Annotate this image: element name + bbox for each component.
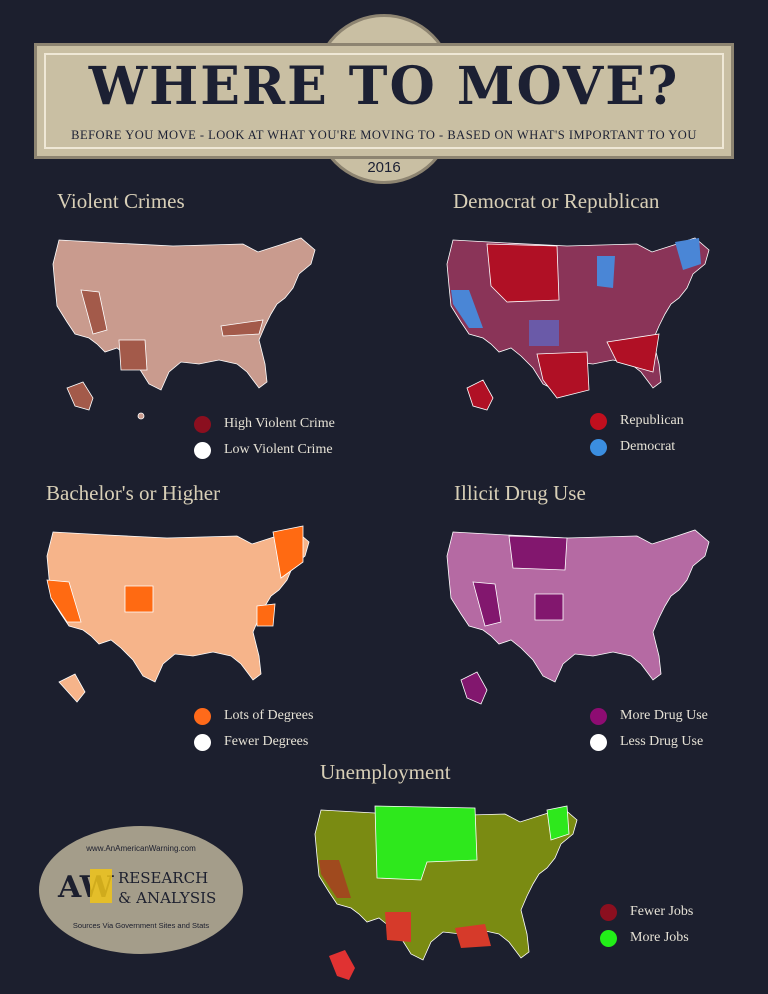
logo-ellipse: [39, 826, 243, 954]
legend-swatch: [590, 733, 607, 751]
legend-item: Lots of Degrees: [194, 705, 313, 727]
legend-swatch: [600, 903, 617, 921]
map-highlight-region: [546, 805, 570, 841]
legend-label: Republican: [620, 413, 684, 428]
fewer-jobs-region: [385, 912, 411, 942]
alaska-region: [329, 950, 355, 980]
unemployment-title: Unemployment: [320, 760, 451, 784]
map-highlight-region: [256, 603, 276, 627]
legend-swatch: [194, 441, 211, 459]
map-highlight-region: [508, 535, 568, 571]
title-banner: [34, 43, 734, 159]
legend-item: Low Violent Crime: [194, 439, 333, 461]
democrat-republican-title: Democrat or Republican: [453, 189, 660, 213]
research-analysis-logo: www.AnAmericanWarning.com AW RESEARCH & …: [39, 826, 243, 954]
legend-label: High Violent Crime: [224, 416, 335, 431]
map-highlight-region: [374, 805, 478, 881]
legend-swatch: [194, 733, 211, 751]
map-highlight-region: [272, 525, 304, 579]
democrat-region: [529, 320, 559, 346]
map-highlight-region: [80, 289, 108, 335]
legend-swatch: [590, 707, 607, 725]
drug-use-title: Illicit Drug Use: [454, 481, 586, 505]
legend-swatch: [600, 929, 617, 947]
democrat-region: [675, 238, 701, 270]
legend-item: Fewer Jobs: [600, 901, 693, 923]
democrat-region: [597, 256, 615, 288]
logo-accent-bar: [90, 869, 112, 903]
map-highlight-region: [486, 243, 560, 303]
hawaii-region: [137, 412, 145, 420]
alaska-region: [58, 673, 86, 703]
bachelors-map: [46, 525, 310, 703]
legend-label: Fewer Jobs: [630, 904, 694, 919]
alaska-region: [66, 381, 94, 411]
map-highlight-region: [472, 581, 502, 627]
legend-label: More Drug Use: [620, 708, 708, 723]
year-label: 2016: [367, 159, 401, 176]
map-highlight-region: [536, 351, 590, 399]
alaska-region: [466, 379, 494, 411]
legend-swatch: [194, 415, 211, 433]
page-subtitle: BEFORE YOU MOVE - LOOK AT WHAT YOU'RE MO…: [71, 128, 697, 142]
alaska-region: [460, 671, 488, 705]
map-highlight-region: [534, 593, 564, 621]
legend-item: More Jobs: [600, 927, 689, 949]
legend-item: Democrat: [590, 436, 675, 458]
map-highlight-region: [118, 339, 148, 371]
map-highlight-region: [124, 585, 154, 613]
violent-crimes-title: Violent Crimes: [57, 189, 185, 213]
logo-line2: & ANALYSIS: [118, 889, 216, 907]
bachelors-title: Bachelor's or Higher: [46, 481, 221, 505]
drug-use-map: [446, 529, 710, 705]
map-highlight-region: [46, 579, 82, 623]
logo-url: www.AnAmericanWarning.com: [85, 844, 196, 853]
legend-item: Less Drug Use: [590, 731, 703, 753]
legend-item: Republican: [590, 410, 684, 432]
map-highlight-region: [606, 333, 660, 373]
logo-sources: Sources Via Government Sites and Stats: [73, 921, 209, 930]
legend-label: Democrat: [620, 439, 676, 454]
democrat-republican-map: [446, 237, 710, 411]
legend-swatch: [194, 707, 211, 725]
legend-label: Fewer Degrees: [224, 734, 309, 749]
legend-label: More Jobs: [630, 930, 689, 945]
logo-line1: RESEARCH: [118, 869, 208, 887]
legend-swatch: [590, 412, 607, 430]
democrat-region: [451, 290, 483, 328]
legend-item: Fewer Degrees: [194, 731, 308, 753]
legend-swatch: [590, 438, 607, 456]
legend-item: High Violent Crime: [194, 413, 335, 435]
unemployment-map: [314, 805, 578, 980]
page-title: WHERE TO MOVE?: [88, 56, 680, 117]
legend-label: Lots of Degrees: [224, 708, 314, 723]
fewer-jobs-region: [455, 924, 491, 948]
legend-label: Less Drug Use: [620, 734, 704, 749]
legend-label: Low Violent Crime: [224, 442, 333, 457]
banner-inner-border: [44, 53, 724, 149]
violent-crimes-map: [52, 237, 316, 420]
fewer-jobs-region: [319, 860, 351, 898]
map-highlight-region: [220, 319, 264, 337]
legend-item: More Drug Use: [590, 705, 708, 727]
